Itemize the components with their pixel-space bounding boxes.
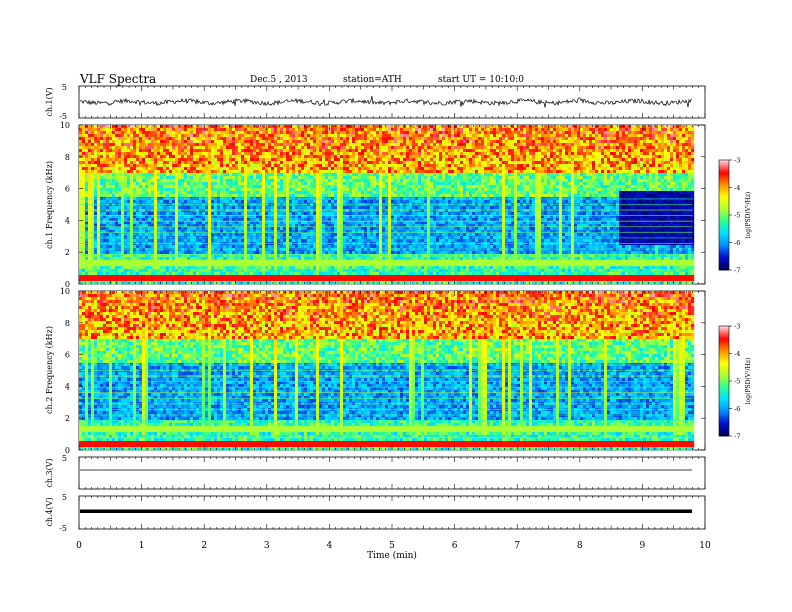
ch1-spec-ytick-1: 2 — [65, 248, 70, 257]
station-label: station=ATH — [343, 75, 402, 85]
cbar1-tick-4: -7 — [734, 267, 740, 275]
x-tick-label-2: 2 — [201, 541, 207, 551]
x-tick-label-9: 9 — [640, 541, 646, 551]
ch1-spectrogram-image — [79, 125, 694, 284]
ch1-colorbar-gradient — [719, 160, 729, 270]
ch2-spectrogram-ylabel: ch.2 Frequency (kHz) — [45, 326, 54, 414]
x-tick-label-5: 5 — [389, 541, 395, 551]
x-tick-label-1: 1 — [139, 541, 145, 551]
date-label: Dec.5 , 2013 — [250, 75, 308, 85]
ch2-colorbar-gradient — [719, 326, 729, 436]
x-tick-label-4: 4 — [327, 541, 333, 551]
ch2-spec-ytick-1: 2 — [65, 414, 70, 423]
ch1-colorbar: -3 -4 -5 -6 -7 log(PSD(V²/Hz) — [719, 157, 752, 275]
ch4-waveform-panel: 5 -5 ch.4(V) — [45, 493, 705, 533]
time-axis-tick-labels: 0 1 2 3 4 5 6 7 8 9 10 — [76, 541, 711, 551]
time-axis-label: Time (min) — [367, 550, 417, 561]
ch1-spec-ytick-3: 6 — [65, 185, 70, 194]
x-tick-label-0: 0 — [76, 541, 82, 551]
cbar1-tick-1: -4 — [734, 184, 740, 192]
ch3-waveform-ylabel: ch.3(V) — [45, 458, 54, 487]
ch2-spec-ytick-5: 10 — [60, 287, 70, 296]
cbar2-tick-0: -3 — [734, 323, 740, 331]
ch4-ytick-top: 5 — [62, 493, 67, 502]
ch2-colorbar-label: log(PSD(V²/Hz) — [745, 358, 752, 405]
x-tick-label-8: 8 — [577, 541, 583, 551]
figure-title: VLF Spectra — [79, 72, 156, 86]
x-tick-label-3: 3 — [264, 541, 270, 551]
ch1-spec-ytick-2: 4 — [65, 216, 70, 225]
cbar2-tick-1: -4 — [734, 350, 740, 358]
ch2-spectrogram-image — [79, 291, 694, 450]
ch1-spec-ytick-4: 8 — [65, 153, 70, 162]
cbar2-tick-3: -6 — [734, 405, 740, 413]
ch1-ytick-bottom: -5 — [59, 112, 67, 121]
ch1-spec-ytick-5: 10 — [60, 121, 70, 130]
cbar1-tick-0: -3 — [734, 157, 740, 165]
ch4-ytick-bottom: -5 — [59, 524, 67, 533]
ch2-spec-ytick-2: 4 — [65, 382, 70, 391]
cbar1-tick-2: -5 — [734, 212, 740, 220]
x-tick-label-10: 10 — [699, 541, 711, 551]
ch4-waveform-trace — [80, 510, 692, 514]
ch1-spectrogram-ylabel: ch.1 Frequency (kHz) — [45, 161, 54, 249]
ch1-colorbar-label: log(PSD(V²/Hz) — [745, 192, 752, 239]
ch1-waveform-ylabel: ch.1(V) — [45, 87, 54, 116]
ch1-waveform-line — [80, 96, 692, 108]
ch2-spec-ytick-4: 8 — [65, 319, 70, 328]
ch1-ytick-top: 5 — [62, 83, 67, 92]
ch3-waveform-panel: 5 ch.3(V) — [45, 454, 705, 489]
ch3-ytick-top: 5 — [62, 454, 67, 463]
start-time-label: start UT = 10:10:0 — [438, 75, 524, 85]
x-tick-label-6: 6 — [452, 541, 458, 551]
ch4-waveform-ylabel: ch.4(V) — [45, 497, 54, 526]
ch2-colorbar: -3 -4 -5 -6 -7 log(PSD(V²/Hz) — [719, 323, 752, 441]
ch2-spec-ytick-3: 6 — [65, 351, 70, 360]
x-tick-label-7: 7 — [514, 541, 520, 551]
cbar2-tick-2: -5 — [734, 378, 740, 386]
ch1-waveform-trace — [80, 96, 692, 108]
ch1-waveform-panel: 5 -5 ch.1(V) — [45, 83, 705, 121]
cbar2-tick-4: -7 — [734, 433, 740, 441]
cbar1-tick-3: -6 — [734, 239, 740, 247]
